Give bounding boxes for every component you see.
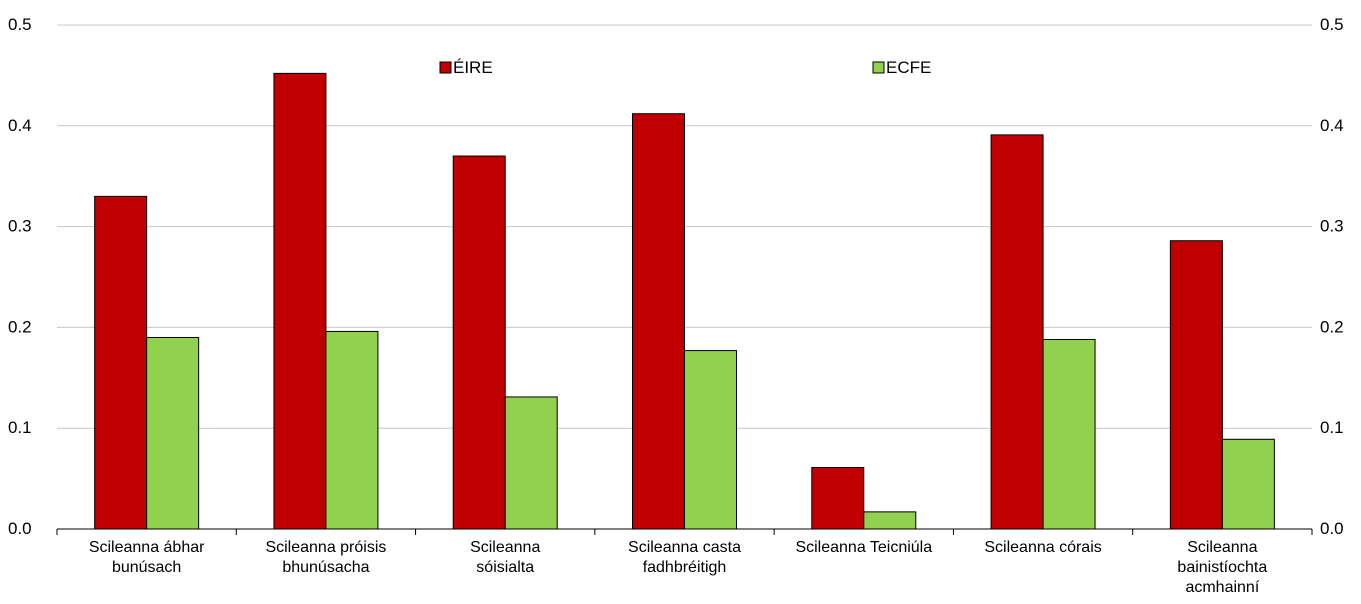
- y-tick-labels-right: 0.0 0.1 0.2 0.3 0.4 0.5: [1320, 15, 1344, 538]
- bar-ecfe: [504, 396, 558, 530]
- y-tick-label-left: 0.3: [8, 217, 32, 236]
- bar-eire: [273, 72, 327, 530]
- y-tick-label-right: 0.0: [1320, 519, 1344, 538]
- x-category-label: Scileanna córais: [984, 539, 1101, 556]
- y-tick-label-right: 0.5: [1320, 15, 1344, 34]
- bar-ecfe: [1042, 338, 1096, 530]
- x-category-label: Scileanna Teicniúla: [795, 539, 932, 556]
- bar-eire: [1169, 240, 1223, 530]
- y-tick-label-right: 0.3: [1320, 217, 1344, 236]
- bar-eire: [94, 195, 148, 530]
- y-tick-label-left: 0.0: [8, 519, 32, 538]
- bar-eire: [452, 155, 506, 530]
- y-tick-label-right: 0.2: [1320, 317, 1344, 336]
- y-tick-label-right: 0.1: [1320, 418, 1344, 437]
- legend: ÉIRE ECFE: [439, 58, 931, 77]
- x-category-label: Scileanna ábhar bunúsach: [89, 539, 205, 576]
- legend-swatch: [872, 61, 885, 74]
- y-tick-label-left: 0.1: [8, 418, 32, 437]
- bars: [94, 72, 1275, 530]
- bar-eire: [632, 113, 685, 530]
- y-tick-label-left: 0.2: [8, 317, 32, 336]
- legend-label: ÉIRE: [453, 58, 493, 77]
- x-category-labels: Scileanna ábhar bunúsach Scileanna próisis…: [89, 539, 1268, 596]
- x-category-label: Scileanna sóisialta: [470, 539, 540, 576]
- bar-ecfe: [146, 336, 200, 530]
- x-category-label: Scileanna bainistíochta acmhainní: [1177, 539, 1267, 596]
- bar-eire: [811, 467, 865, 530]
- axes: [56, 528, 1313, 535]
- bar-ecfe: [684, 350, 737, 530]
- y-tick-label-left: 0.4: [8, 116, 32, 135]
- legend-swatch: [439, 61, 452, 74]
- y-tick-label-right: 0.4: [1320, 116, 1344, 135]
- x-category-label: Scileanna próisis bhunúsacha: [265, 539, 386, 576]
- bar-ecfe: [325, 330, 379, 530]
- y-tick-labels-left: 0.0 0.1 0.2 0.3 0.4 0.5: [8, 15, 32, 538]
- bar-eire: [990, 134, 1044, 530]
- x-category-label: Scileanna casta fadhbréitigh: [628, 539, 741, 576]
- bar-ecfe: [1221, 438, 1275, 530]
- legend-label: ECFE: [886, 58, 931, 77]
- y-tick-label-left: 0.5: [8, 15, 32, 34]
- bar-ecfe: [863, 511, 917, 530]
